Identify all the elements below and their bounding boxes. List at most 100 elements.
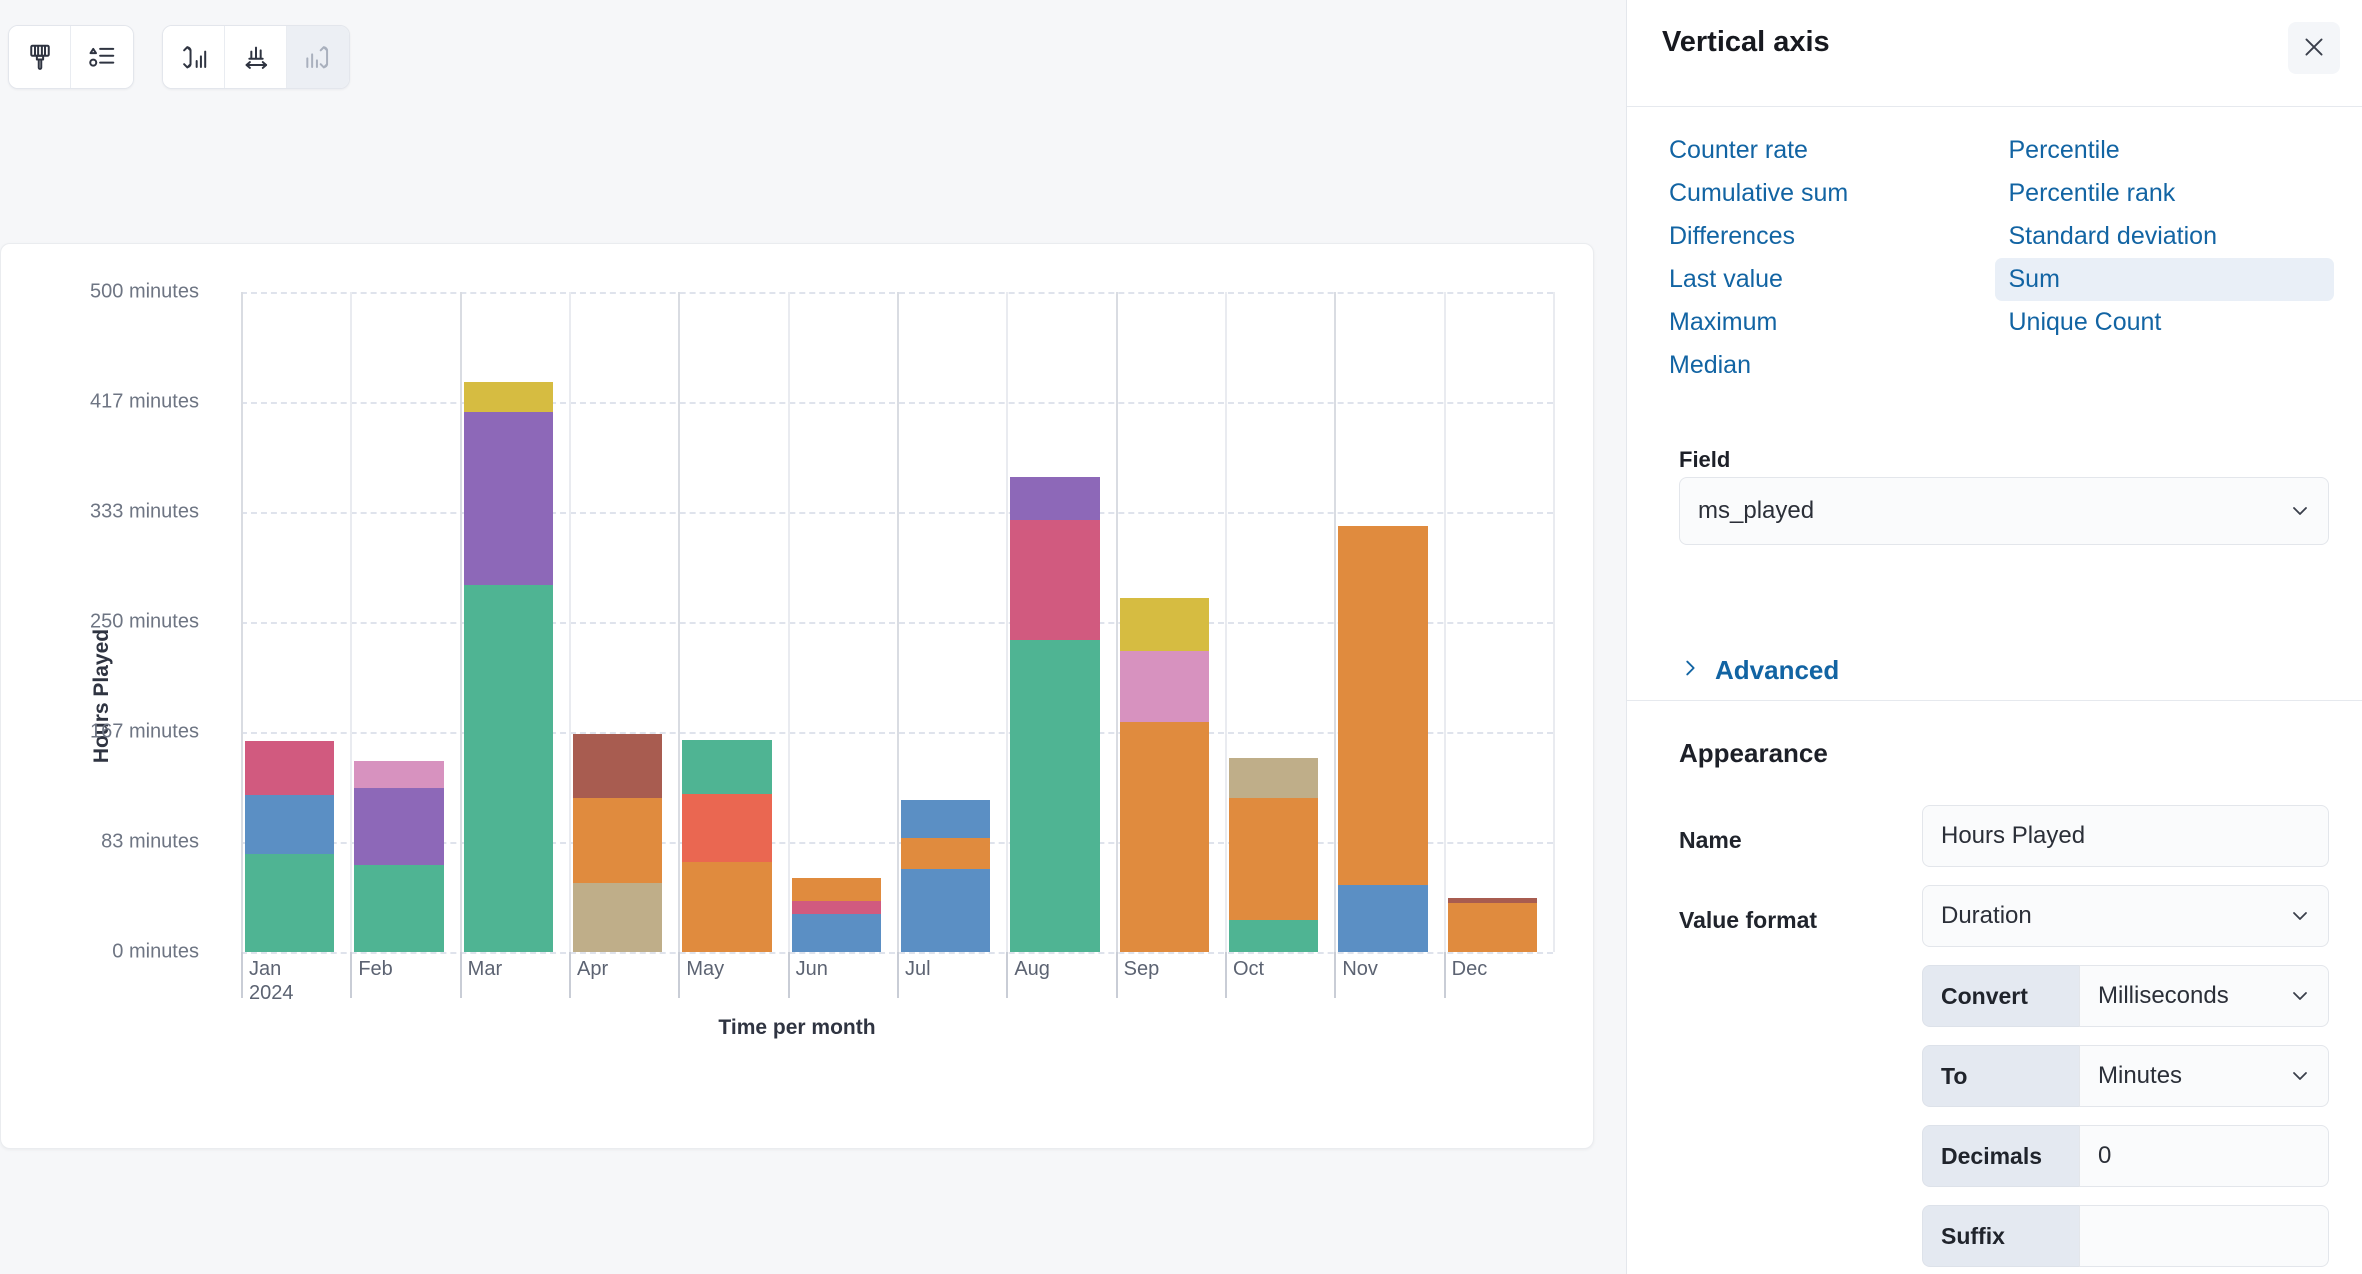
data-settings-button[interactable]: [71, 26, 133, 88]
x-tick-rule: [350, 952, 353, 998]
value-format-select[interactable]: Duration: [1922, 885, 2329, 947]
bar-segment[interactable]: [1010, 640, 1100, 952]
suffix-input[interactable]: [2079, 1205, 2329, 1267]
bar-segment[interactable]: [1229, 757, 1319, 798]
column-separator: [678, 292, 681, 952]
aggregation-item-sum[interactable]: Sum: [1994, 258, 2334, 301]
aggregation-item-differences[interactable]: Differences: [1669, 222, 1795, 250]
x-axis-tick-label: Aug: [1014, 958, 1050, 980]
aggregation-item-percentile-rank[interactable]: Percentile rank: [2008, 179, 2176, 207]
bar-feb[interactable]: [354, 760, 444, 952]
x-axis-tick-label: Apr: [577, 958, 609, 980]
aggregation-item-last-value[interactable]: Last value: [1669, 265, 1783, 293]
vertical-axis-icon: [178, 41, 210, 73]
bar-segment[interactable]: [1119, 722, 1209, 952]
bar-segment[interactable]: [791, 878, 881, 901]
bar-segment[interactable]: [245, 794, 335, 855]
x-axis-tick-label: Mar: [467, 958, 503, 980]
bar-jul[interactable]: [901, 800, 991, 952]
horizontal-axis-button[interactable]: [225, 26, 287, 88]
aggregation-item-standard-deviation[interactable]: Standard deviation: [2008, 222, 2217, 250]
decimals-input[interactable]: 0: [2079, 1125, 2329, 1187]
bar-segment[interactable]: [245, 740, 335, 795]
x-axis-tick-label: Sep: [1123, 958, 1160, 980]
field-select[interactable]: ms_played: [1679, 477, 2329, 545]
x-tick-rule: [459, 952, 462, 998]
bar-segment[interactable]: [1447, 897, 1537, 904]
bar-segment[interactable]: [354, 788, 444, 865]
toolbar-group-axes: [162, 25, 350, 89]
bar-segment[interactable]: [1010, 476, 1100, 521]
bar-segment[interactable]: [1338, 525, 1428, 885]
x-tick-rule: [1115, 952, 1118, 998]
bar-may[interactable]: [682, 739, 772, 952]
bar-segment[interactable]: [682, 739, 772, 794]
bar-sep[interactable]: [1119, 598, 1209, 952]
aggregation-item-median[interactable]: Median: [1669, 351, 1751, 379]
bar-segment[interactable]: [1229, 920, 1319, 952]
bar-oct[interactable]: [1229, 757, 1319, 952]
close-button[interactable]: [2288, 22, 2340, 74]
x-tick-rule: [1006, 952, 1009, 998]
bar-mar[interactable]: [463, 381, 553, 952]
bar-jun[interactable]: [791, 878, 881, 952]
advanced-toggle[interactable]: Advanced: [1679, 655, 1839, 686]
chart: Hours Played Time per month 0 minutes 83 …: [1, 244, 1593, 1148]
value-format-value: Duration: [1941, 902, 2032, 929]
to-select[interactable]: Minutes: [2079, 1045, 2329, 1107]
field-select-value: ms_played: [1698, 497, 1815, 524]
bar-segment[interactable]: [791, 913, 881, 952]
x-axis-tick-label: Jun: [795, 958, 828, 980]
bar-segment[interactable]: [682, 862, 772, 952]
panel-divider: [1627, 700, 2362, 701]
bar-segment[interactable]: [1229, 797, 1319, 921]
name-input[interactable]: Hours Played: [1922, 805, 2329, 867]
aggregation-item-percentile[interactable]: Percentile: [2008, 136, 2120, 164]
bar-segment[interactable]: [901, 868, 991, 952]
close-icon: [2301, 34, 2327, 63]
aggregation-item-unique-count[interactable]: Unique Count: [2008, 308, 2162, 336]
bar-segment[interactable]: [1119, 651, 1209, 723]
aggregation-item-cumulative-sum[interactable]: Cumulative sum: [1669, 179, 1849, 207]
suffix-label: Suffix: [1922, 1205, 2079, 1267]
bar-segment[interactable]: [573, 734, 663, 798]
vertical-axis-panel: Vertical axis Counter rate Percentile Cumu…: [1626, 0, 2362, 1274]
convert-select[interactable]: Milliseconds: [2079, 965, 2329, 1027]
appearance-heading: Appearance: [1679, 738, 1828, 768]
column-separator: [897, 292, 899, 952]
bar-segment[interactable]: [682, 793, 772, 863]
aggregation-item-maximum[interactable]: Maximum: [1669, 308, 1778, 336]
x-axis-tick-label: Jan 2024: [249, 958, 294, 1004]
bar-apr[interactable]: [573, 734, 663, 952]
bar-segment[interactable]: [354, 760, 444, 789]
bar-segment[interactable]: [901, 800, 991, 839]
bar-segment[interactable]: [463, 585, 553, 952]
vertical-axis-button[interactable]: [163, 26, 225, 88]
bar-segment[interactable]: [573, 797, 663, 884]
bar-segment[interactable]: [463, 381, 553, 413]
bar-segment[interactable]: [1447, 903, 1537, 952]
paintbrush-button[interactable]: [9, 26, 71, 88]
bar-segment[interactable]: [1338, 884, 1428, 952]
chevron-down-icon: [2288, 984, 2328, 1008]
bar-segment[interactable]: [901, 838, 991, 869]
x-tick-rule: [241, 952, 243, 998]
decimals-label: Decimals: [1922, 1125, 2079, 1187]
bar-segment[interactable]: [354, 864, 444, 952]
x-tick-rule: [1334, 952, 1337, 998]
bar-jan[interactable]: [245, 740, 335, 952]
bar-segment[interactable]: [791, 900, 881, 914]
bar-aug[interactable]: [1010, 476, 1100, 952]
bar-segment[interactable]: [1010, 520, 1100, 641]
bar-segment[interactable]: [573, 883, 663, 952]
column-separator: [241, 292, 243, 952]
column-separator: [1115, 292, 1118, 952]
bar-segment[interactable]: [1119, 598, 1209, 652]
bar-nov[interactable]: [1338, 525, 1428, 952]
bar-dec[interactable]: [1447, 897, 1537, 952]
aggregation-item-counter-rate[interactable]: Counter rate: [1669, 136, 1808, 164]
breakout-axis-button[interactable]: [287, 26, 349, 88]
bar-segment[interactable]: [463, 412, 553, 586]
bar-segment[interactable]: [245, 854, 335, 952]
